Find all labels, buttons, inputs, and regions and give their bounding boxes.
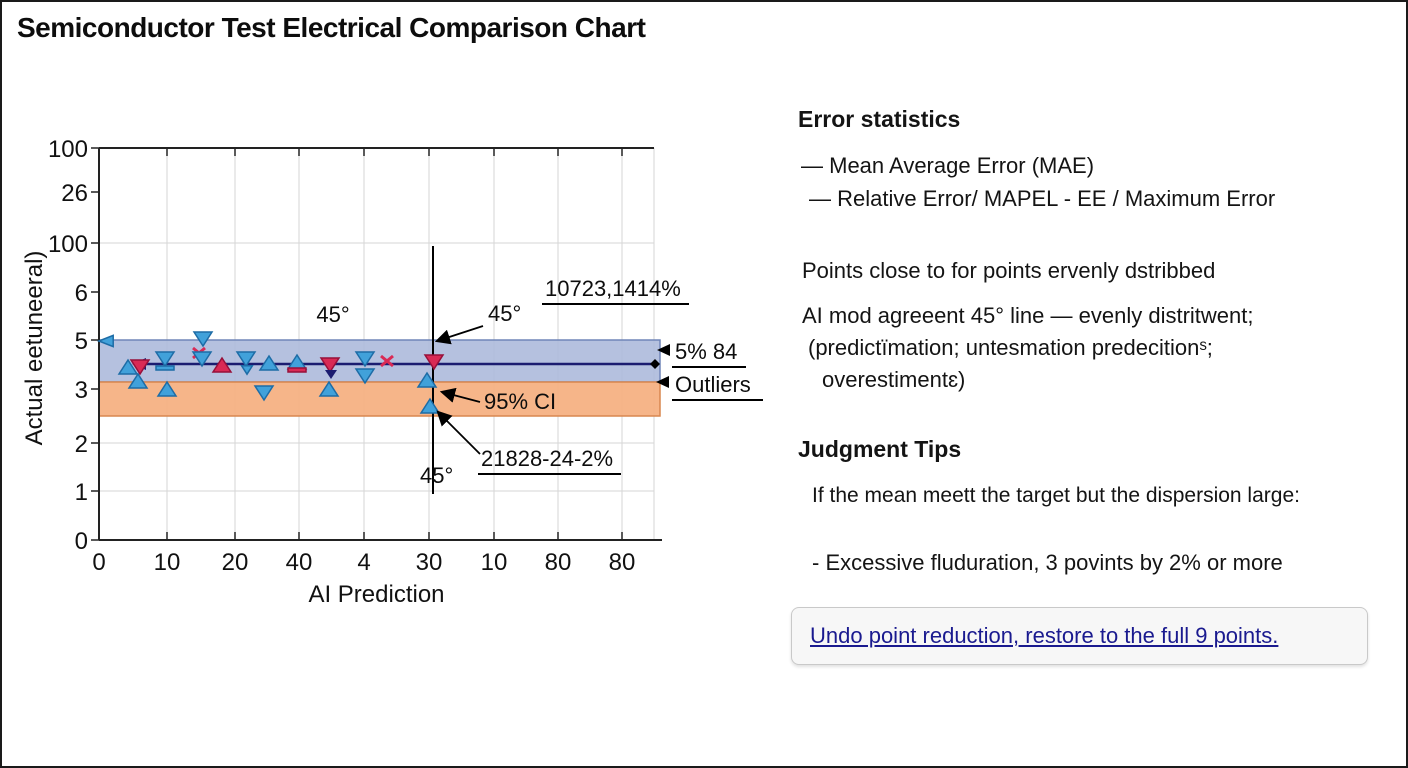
svg-text:10723,1414%: 10723,1414% (545, 276, 681, 301)
svg-text:3: 3 (75, 377, 88, 404)
point-tri-up-blue (127, 372, 149, 389)
point-left-arrow-blue (96, 334, 114, 348)
point-tri-down-blue (154, 351, 176, 368)
svg-text:5% 84: 5% 84 (675, 339, 737, 364)
agreement-note-line2: (predictïmation; untesmation predecition… (808, 335, 1213, 360)
x-axis-label: AI Prediction (308, 581, 444, 608)
point-tri-up-red (211, 356, 233, 373)
data-points (96, 331, 445, 414)
annotation-angle-45-left: 45° (316, 302, 349, 327)
point-bar-blue (155, 365, 175, 371)
annotation-ci-95-label: 95% CI (439, 387, 556, 414)
svg-text:21828-24-2%: 21828-24-2% (481, 446, 613, 471)
point-tri-up-blue (117, 358, 139, 375)
svg-text:1: 1 (75, 479, 88, 506)
annotation-angle-45-bottom: 45° (420, 463, 453, 488)
svg-text:4: 4 (357, 549, 370, 576)
svg-text:45°: 45° (488, 301, 521, 326)
point-tri-up-blue (416, 371, 438, 388)
y-axis-label: Actual eetuneeral) (21, 251, 48, 446)
point-tri-down-blue (240, 365, 254, 376)
svg-text:Outliers: Outliers (675, 372, 751, 397)
band-end-markers (650, 344, 670, 388)
annotation-outliers-label: Outliers (672, 372, 763, 401)
point-tri-down-blue (253, 385, 275, 402)
point-tri-down-red (129, 359, 151, 376)
svg-text:0: 0 (75, 528, 88, 555)
svg-text:5: 5 (75, 328, 88, 355)
undo-link-label: Undo point reduction, restore to the ful… (810, 623, 1279, 648)
point-tri-up-blue (318, 380, 340, 397)
judgment-tip-bullet: - Excessive fluduration, 3 povints by 2%… (812, 550, 1283, 575)
svg-text:10: 10 (481, 549, 508, 576)
undo-point-reduction-link[interactable]: Undo point reduction, restore to the ful… (791, 607, 1368, 665)
point-tri-up-blue (258, 354, 280, 371)
svg-text:80: 80 (545, 549, 572, 576)
svg-text:30: 30 (416, 549, 443, 576)
point-bar-red (287, 367, 307, 373)
svg-text:10: 10 (154, 549, 181, 576)
point-tri-down-blue (354, 351, 376, 368)
point-tri-down-blue (354, 368, 376, 385)
confidence-band-upper (98, 339, 661, 383)
error-stat-item-relative: — Relative Error/ MAPEL - EE / Maximum E… (809, 186, 1276, 211)
judgment-tips-heading: Judgment Tips (798, 436, 962, 462)
svg-text:20: 20 (222, 549, 249, 576)
point-tri-down-blue (235, 351, 257, 368)
point-cross-red (380, 354, 394, 368)
error-statistics-heading: Error statistics (798, 106, 961, 132)
point-tri-up-blue (419, 397, 441, 414)
point-tri-down-red (423, 354, 445, 371)
axis-ticks (91, 147, 623, 541)
point-tri-down-blue (191, 351, 213, 368)
svg-text:95% CI: 95% CI (484, 389, 556, 414)
svg-text:40: 40 (286, 549, 313, 576)
annotation-pct-5-84: 5% 84 (672, 339, 746, 368)
error-statistics-list: — Mean Average Error (MAE) — Relative Er… (801, 149, 1275, 215)
svg-text:45°: 45° (316, 302, 349, 327)
svg-text:100: 100 (48, 136, 88, 163)
point-chevron-navy (325, 370, 337, 379)
agreement-note-line1: AI mod agreeent 45° line — evenly distri… (802, 303, 1254, 328)
annotation-pct-top: 10723,1414% (542, 276, 689, 305)
outlier-band (98, 381, 661, 417)
svg-text:100: 100 (48, 231, 88, 258)
svg-text:26: 26 (61, 180, 88, 207)
svg-text:0: 0 (92, 549, 105, 576)
svg-text:6: 6 (75, 280, 88, 307)
point-tri-down-blue (192, 331, 214, 348)
judgment-tip-line: If the mean meett the target but the dis… (812, 484, 1300, 507)
plot-frame (98, 147, 662, 541)
svg-text:2: 2 (75, 431, 88, 458)
point-tri-up-blue (156, 380, 178, 397)
page-title: Semiconductor Test Electrical Comparison… (17, 12, 646, 43)
agreement-note-line3: overestimentɛ) (822, 367, 966, 392)
svg-text:80: 80 (609, 549, 636, 576)
distribution-note: Points close to for points ervenly dstri… (802, 258, 1216, 283)
agreement-note: AI mod agreeent 45° line — evenly distri… (802, 300, 1253, 396)
point-tri-down-red (319, 357, 341, 374)
error-stat-item-mae: — Mean Average Error (MAE) (801, 153, 1095, 178)
annotation-pct-bottom: 21828-24-2% (436, 410, 621, 475)
svg-text:45°: 45° (420, 463, 453, 488)
annotation-angle-45-right: 45° (434, 301, 521, 345)
